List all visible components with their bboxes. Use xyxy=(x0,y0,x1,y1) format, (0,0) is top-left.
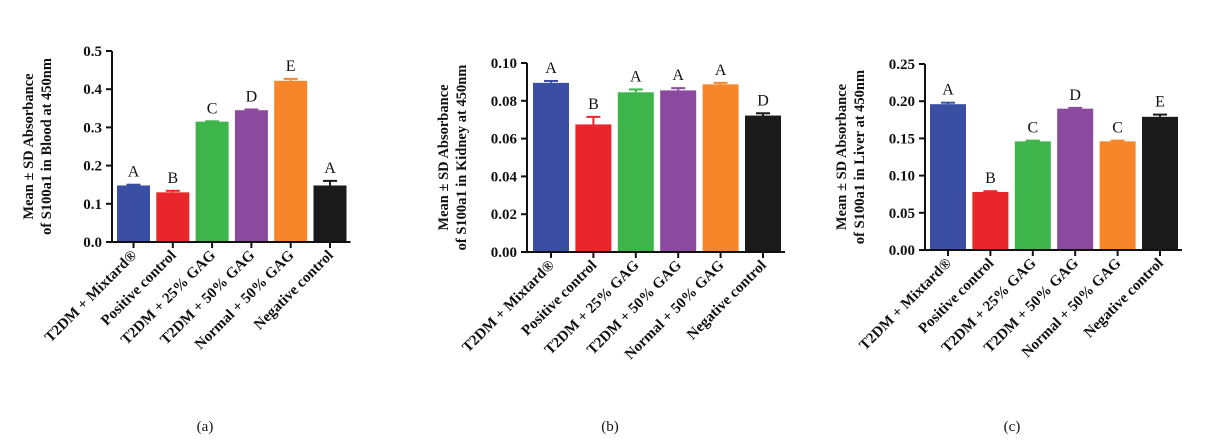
bar xyxy=(702,84,739,253)
y-axis-title-line1: Mean ± SD Absorbance xyxy=(834,83,850,230)
y-tick-label: 0.15 xyxy=(889,131,915,147)
significance-letter: B xyxy=(985,170,996,187)
x-category-label: Positive control xyxy=(916,256,998,338)
y-tick-label: 0.06 xyxy=(491,132,518,148)
y-tick-label: 0.05 xyxy=(889,206,915,222)
y-axis-title-line2: of S100a1 in Kidney at 450nm xyxy=(454,65,470,251)
bar xyxy=(195,121,229,242)
significance-letter: B xyxy=(167,170,178,187)
significance-letter: A xyxy=(324,160,336,177)
significance-letter: A xyxy=(672,67,684,84)
panel-label: (a) xyxy=(197,419,214,435)
bar xyxy=(274,80,308,243)
bar xyxy=(533,82,569,252)
panel-label: (c) xyxy=(1004,419,1021,435)
significance-letter: C xyxy=(207,100,218,117)
significance-letter: D xyxy=(246,88,258,105)
significance-letter: D xyxy=(757,92,769,109)
significance-letter: E xyxy=(286,58,296,75)
panel-label: (b) xyxy=(601,419,619,435)
y-axis-title-line2: of S100a1 in Blood at 450nm xyxy=(39,58,55,235)
y-tick-label: 0.02 xyxy=(491,207,517,223)
y-tick-label: 0.3 xyxy=(83,120,102,136)
significance-letter: A xyxy=(545,60,557,77)
bar xyxy=(1142,116,1178,250)
bar xyxy=(1014,141,1051,250)
y-tick-label: 0.1 xyxy=(83,197,102,213)
bar xyxy=(234,110,268,243)
y-tick-label: 0.5 xyxy=(83,44,102,60)
bar xyxy=(930,104,966,251)
x-category-label: Positive control xyxy=(519,258,601,340)
significance-letter: A xyxy=(715,62,727,79)
y-axis-title-line1: Mean ± SD Absorbance xyxy=(21,73,37,220)
y-tick-label: 0.00 xyxy=(889,243,915,259)
bar xyxy=(1099,141,1136,250)
y-tick-label: 0.10 xyxy=(491,56,517,72)
significance-letter: E xyxy=(1155,94,1165,111)
significance-letter: C xyxy=(1027,120,1038,137)
y-tick-label: 0.04 xyxy=(491,169,518,185)
significance-letter: D xyxy=(1069,87,1081,104)
bar xyxy=(972,191,1009,250)
y-axis-title-line2: of S100a1 in Liver at 450nm xyxy=(852,70,868,244)
y-tick-label: 0.00 xyxy=(491,245,517,261)
y-tick-label: 0.0 xyxy=(83,235,102,251)
y-tick-label: 0.08 xyxy=(491,94,517,110)
y-tick-label: 0.25 xyxy=(889,57,915,73)
x-category-label: Negative control xyxy=(684,258,770,344)
x-category-label: Negative control xyxy=(1081,256,1167,342)
bar xyxy=(745,115,781,253)
bar xyxy=(1057,108,1094,250)
y-tick-label: 0.4 xyxy=(83,82,102,98)
bar xyxy=(575,124,612,252)
y-tick-label: 0.2 xyxy=(83,159,102,175)
significance-letter: A xyxy=(128,164,140,181)
bar xyxy=(156,192,190,242)
y-axis-title-line1: Mean ± SD Absorbance xyxy=(436,84,452,231)
significance-letter: A xyxy=(942,82,954,99)
y-tick-label: 0.10 xyxy=(889,169,915,185)
y-tick-label: 0.20 xyxy=(889,94,915,110)
bar xyxy=(117,185,150,242)
bar xyxy=(617,92,654,252)
significance-letter: A xyxy=(630,68,642,85)
significance-letter: C xyxy=(1112,120,1123,137)
significance-letter: B xyxy=(588,96,599,113)
bar xyxy=(313,185,347,242)
bar xyxy=(660,90,697,252)
